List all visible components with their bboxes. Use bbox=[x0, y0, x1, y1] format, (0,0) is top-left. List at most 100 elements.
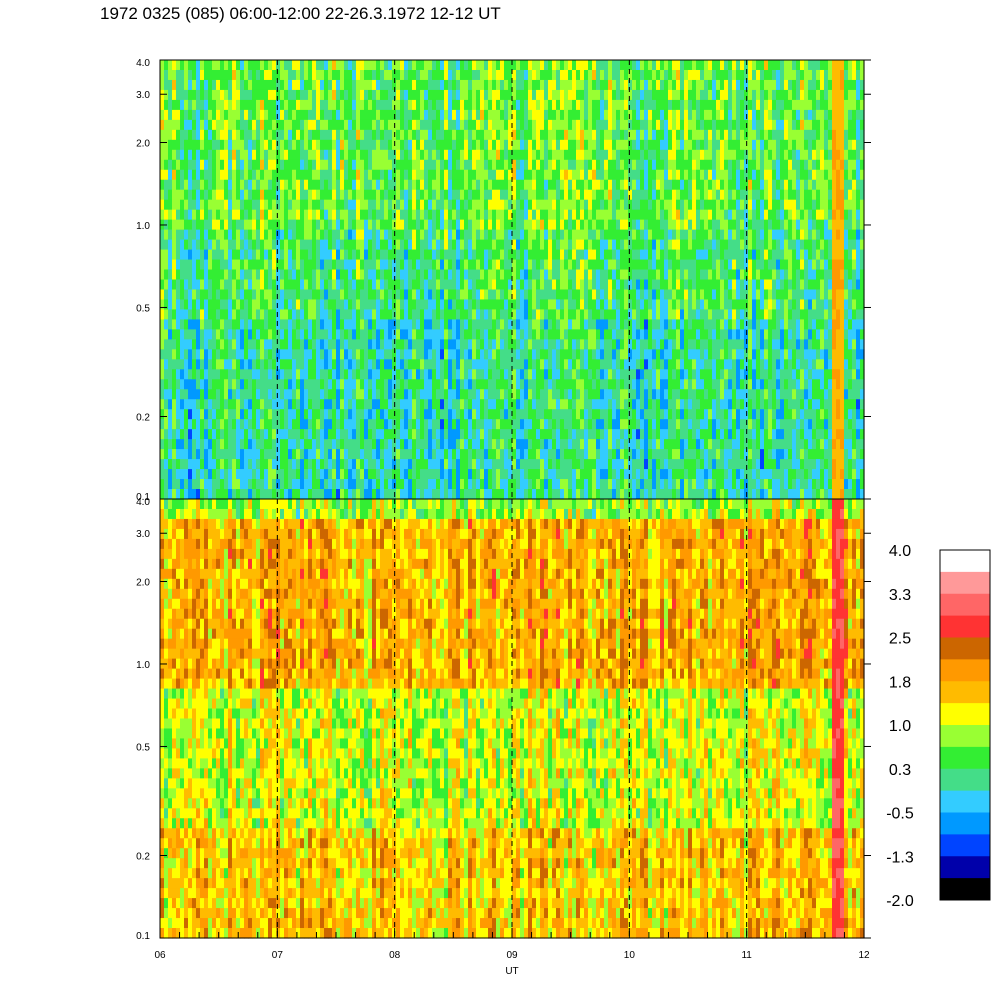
heatmap-cell bbox=[288, 249, 293, 261]
heatmap-cell bbox=[256, 419, 261, 430]
heatmap-cell bbox=[288, 69, 293, 81]
heatmap-cell bbox=[452, 379, 457, 390]
heatmap-cell bbox=[528, 349, 533, 360]
heatmap-cell bbox=[372, 289, 377, 301]
heatmap-cell bbox=[480, 319, 485, 330]
heatmap-cell bbox=[512, 189, 517, 201]
heatmap-cell bbox=[448, 60, 453, 71]
heatmap-cell bbox=[260, 479, 265, 490]
heatmap-cell bbox=[168, 259, 173, 271]
heatmap-cell bbox=[588, 409, 593, 420]
heatmap-cell bbox=[548, 359, 553, 370]
heatmap-cell bbox=[528, 189, 533, 201]
heatmap-cell bbox=[568, 399, 573, 410]
heatmap-cell bbox=[612, 89, 617, 101]
heatmap-cell bbox=[536, 269, 541, 281]
heatmap-cell bbox=[168, 79, 173, 91]
heatmap-cell bbox=[544, 199, 549, 211]
heatmap-cell bbox=[384, 309, 389, 321]
heatmap-cell bbox=[244, 449, 249, 460]
heatmap-cell bbox=[244, 269, 249, 281]
heatmap-cell bbox=[272, 119, 277, 131]
heatmap-cell bbox=[448, 469, 453, 480]
heatmap-cell bbox=[520, 139, 525, 151]
heatmap-cell bbox=[588, 109, 593, 121]
heatmap-cell bbox=[212, 199, 217, 211]
heatmap-cell bbox=[448, 219, 453, 231]
heatmap-cell bbox=[224, 209, 229, 221]
heatmap-cell bbox=[396, 329, 401, 340]
heatmap-cell bbox=[488, 389, 493, 400]
heatmap-cell bbox=[268, 99, 273, 111]
heatmap-cell bbox=[332, 149, 337, 161]
heatmap-cell bbox=[296, 259, 301, 271]
heatmap-cell bbox=[564, 359, 569, 370]
heatmap-cell bbox=[356, 339, 361, 350]
heatmap-cell bbox=[244, 119, 249, 131]
heatmap-cell bbox=[448, 239, 453, 251]
heatmap-cell bbox=[416, 209, 421, 221]
heatmap-cell bbox=[572, 409, 577, 420]
heatmap-cell bbox=[252, 229, 257, 241]
heatmap-cell bbox=[292, 60, 297, 71]
heatmap-cell bbox=[444, 449, 449, 460]
heatmap-cell bbox=[436, 309, 441, 321]
heatmap-cell bbox=[496, 489, 501, 500]
heatmap-cell bbox=[340, 179, 345, 191]
heatmap-cell bbox=[204, 149, 209, 161]
heatmap-cell bbox=[272, 109, 277, 121]
heatmap-cell bbox=[492, 489, 497, 500]
heatmap-cell bbox=[296, 479, 301, 490]
heatmap-cell bbox=[176, 389, 181, 400]
heatmap-cell bbox=[596, 169, 601, 181]
heatmap-cell bbox=[512, 109, 517, 121]
heatmap-cell bbox=[256, 69, 261, 81]
heatmap-cell bbox=[428, 319, 433, 330]
heatmap-cell bbox=[596, 159, 601, 171]
heatmap-cell bbox=[384, 449, 389, 460]
heatmap-cell bbox=[168, 169, 173, 181]
heatmap-cell bbox=[592, 199, 597, 211]
heatmap-cell bbox=[324, 259, 329, 271]
heatmap-cell bbox=[204, 309, 209, 321]
heatmap-cell bbox=[232, 69, 237, 81]
heatmap-cell bbox=[400, 159, 405, 171]
heatmap-cell bbox=[600, 359, 605, 370]
heatmap-cell bbox=[596, 89, 601, 101]
heatmap-cell bbox=[512, 399, 517, 410]
heatmap-cell bbox=[256, 339, 261, 350]
heatmap-cell bbox=[384, 139, 389, 151]
heatmap-cell bbox=[420, 319, 425, 330]
heatmap-cell bbox=[476, 159, 481, 171]
heatmap-cell bbox=[596, 479, 601, 490]
heatmap-cell bbox=[504, 129, 509, 141]
heatmap-cell bbox=[172, 359, 177, 370]
heatmap-cell bbox=[356, 209, 361, 221]
heatmap-cell bbox=[228, 409, 233, 420]
heatmap-cell bbox=[576, 369, 581, 380]
heatmap-cell bbox=[348, 289, 353, 301]
heatmap-cell bbox=[344, 469, 349, 480]
heatmap-cell bbox=[196, 89, 201, 101]
heatmap-cell bbox=[236, 479, 241, 490]
heatmap-cell bbox=[404, 69, 409, 81]
heatmap-cell bbox=[180, 449, 185, 460]
heatmap-cell bbox=[380, 109, 385, 121]
heatmap-cell bbox=[384, 109, 389, 121]
heatmap-cell bbox=[460, 149, 465, 161]
heatmap-cell bbox=[244, 349, 249, 360]
heatmap-cell bbox=[220, 279, 225, 291]
heatmap-cell bbox=[288, 219, 293, 231]
heatmap-cell bbox=[600, 239, 605, 251]
heatmap-cell bbox=[384, 259, 389, 271]
heatmap-cell bbox=[296, 99, 301, 111]
heatmap-cell bbox=[352, 329, 357, 340]
heatmap-cell bbox=[344, 69, 349, 81]
heatmap-cell bbox=[524, 439, 529, 450]
heatmap-cell bbox=[268, 319, 273, 330]
heatmap-cell bbox=[600, 399, 605, 410]
heatmap-cell bbox=[496, 299, 501, 311]
heatmap-cell bbox=[220, 319, 225, 330]
heatmap-cell bbox=[208, 179, 213, 191]
heatmap-cell bbox=[564, 489, 569, 500]
